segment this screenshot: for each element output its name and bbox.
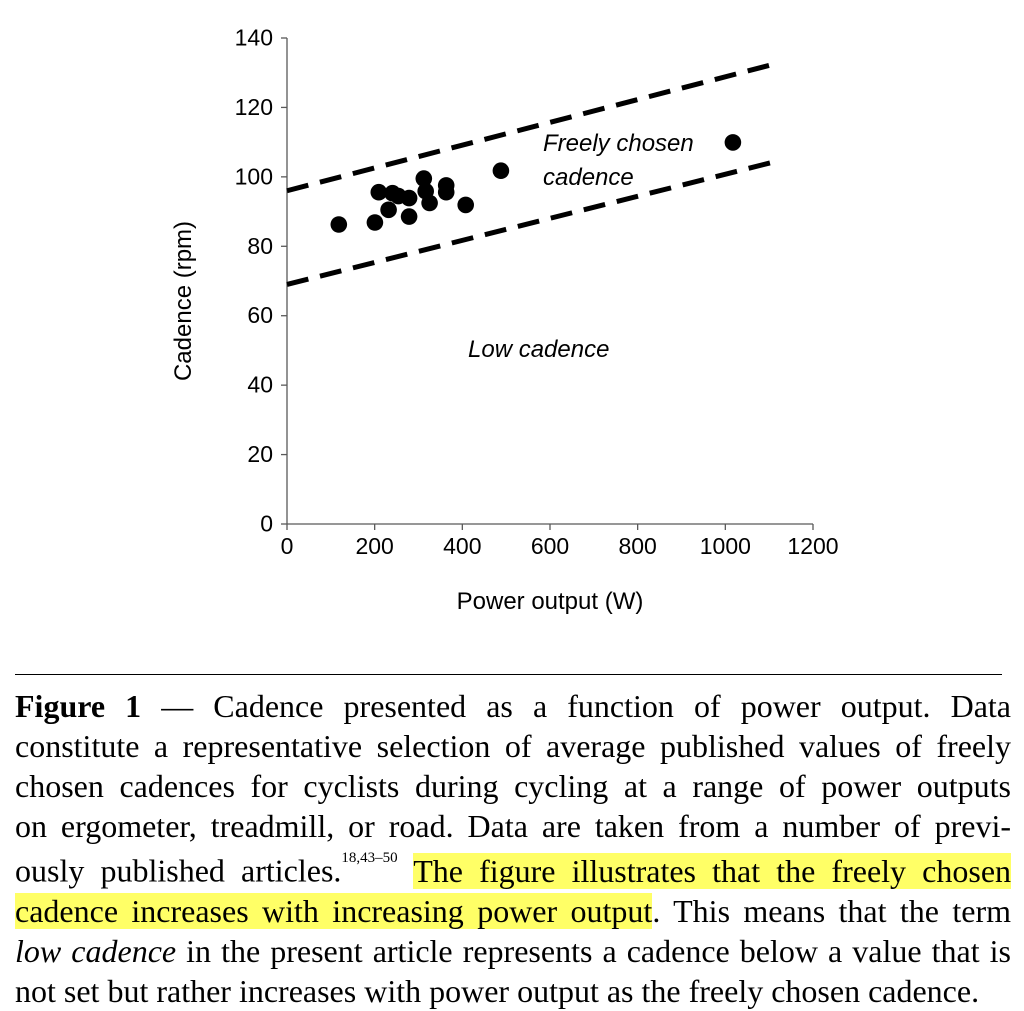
svg-text:100: 100 <box>235 163 273 189</box>
svg-text:120: 120 <box>235 94 273 120</box>
svg-text:Cadence (rpm): Cadence (rpm) <box>170 221 197 381</box>
svg-text:400: 400 <box>443 533 481 559</box>
svg-text:20: 20 <box>247 441 273 467</box>
svg-text:800: 800 <box>618 533 656 559</box>
svg-text:1200: 1200 <box>787 533 838 559</box>
svg-text:200: 200 <box>355 533 393 559</box>
svg-text:0: 0 <box>260 511 273 537</box>
svg-text:0: 0 <box>281 533 294 559</box>
svg-text:40: 40 <box>247 372 273 398</box>
svg-text:140: 140 <box>235 25 273 51</box>
svg-text:600: 600 <box>531 533 569 559</box>
svg-text:60: 60 <box>247 302 273 328</box>
svg-text:1000: 1000 <box>700 533 751 559</box>
svg-text:Freely chosen: Freely chosen <box>543 130 694 157</box>
svg-text:80: 80 <box>247 233 273 259</box>
svg-text:Power output (W): Power output (W) <box>457 588 644 615</box>
svg-text:Low cadence: Low cadence <box>468 336 609 363</box>
svg-text:cadence: cadence <box>543 164 634 191</box>
